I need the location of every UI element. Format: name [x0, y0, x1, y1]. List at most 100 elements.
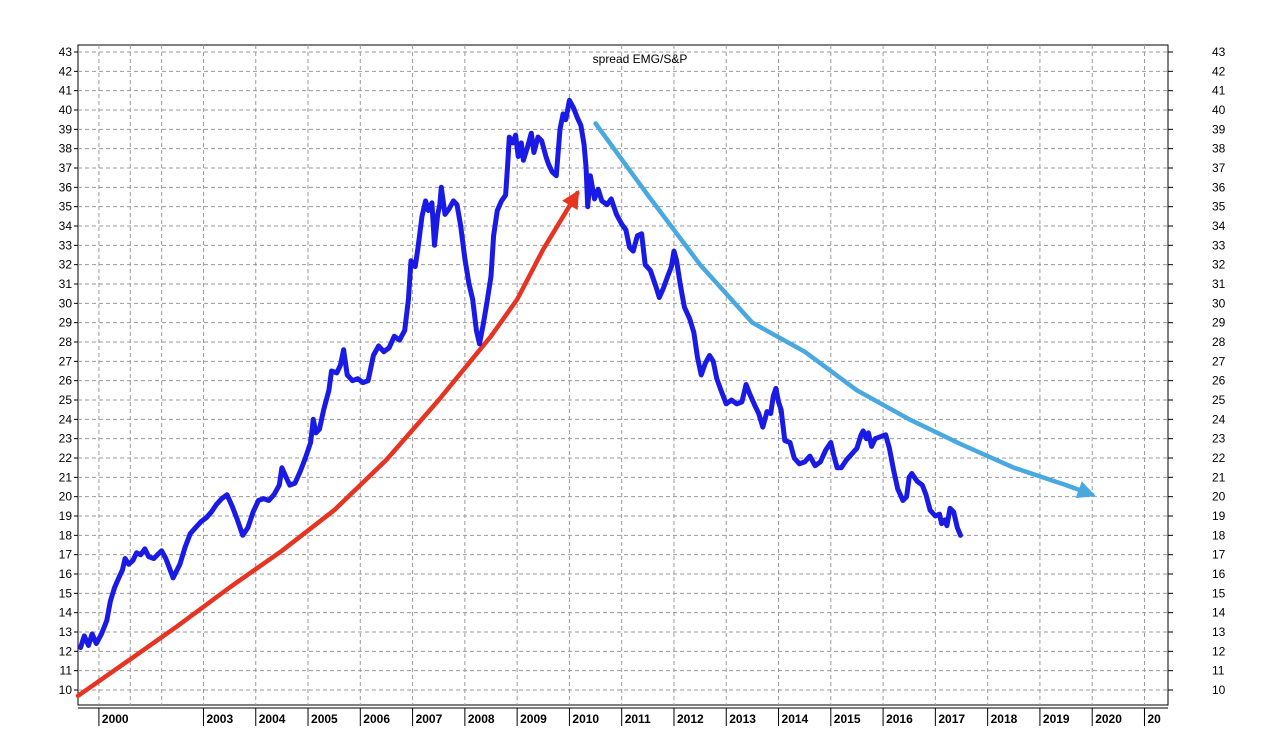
- y-tick-label-left: 28: [59, 335, 73, 349]
- y-tick-label-left: 15: [59, 586, 73, 600]
- y-axis-left: 10 11 12 13 14 15 16 17 18 19 20 21 22 23 24 25 26 27 28 29…: [59, 45, 78, 697]
- y-tick-label-right: 31: [1212, 277, 1226, 291]
- y-tick-label-left: 33: [59, 238, 73, 252]
- x-tick-label: 2016: [886, 712, 913, 726]
- y-tick-label-left: 26: [59, 374, 73, 388]
- y-tick-label-right: 40: [1212, 103, 1226, 117]
- y-tick-label-right: 33: [1212, 238, 1226, 252]
- y-tick-label-right: 38: [1212, 142, 1226, 156]
- y-tick-label-left: 38: [59, 142, 73, 156]
- y-tick-label-left: 32: [59, 258, 73, 272]
- y-tick-label-right: 15: [1212, 586, 1226, 600]
- y-tick-label-left: 40: [59, 103, 73, 117]
- y-tick-label-left: 36: [59, 180, 73, 194]
- y-tick-label-right: 34: [1212, 219, 1226, 233]
- series-layer: [81, 100, 961, 647]
- x-tick-label: 2011: [625, 712, 651, 726]
- y-tick-label-right: 21: [1212, 470, 1226, 484]
- y-tick-label-right: 36: [1212, 180, 1226, 194]
- y-tick-label-right: 24: [1212, 412, 1226, 426]
- x-tick-label: 2004: [259, 712, 286, 726]
- y-tick-label-right: 26: [1212, 374, 1226, 388]
- x-tick-label: 2006: [363, 712, 390, 726]
- y-tick-label-right: 22: [1212, 451, 1226, 465]
- x-tick-label: 2017: [938, 712, 965, 726]
- plot-frame: [78, 45, 1168, 705]
- y-tick-label-right: 39: [1212, 122, 1226, 136]
- x-tick-label: 2009: [520, 712, 547, 726]
- y-tick-label-left: 34: [59, 219, 73, 233]
- y-tick-label-right: 43: [1212, 45, 1226, 59]
- y-tick-label-left: 10: [59, 683, 73, 697]
- y-tick-label-left: 27: [59, 354, 73, 368]
- x-tick-label: 2012: [677, 712, 704, 726]
- y-tick-label-right: 16: [1212, 567, 1226, 581]
- trend-arrow-up: [78, 193, 577, 696]
- y-tick-label-left: 20: [59, 490, 73, 504]
- x-axis: 2000 2003 2004 2005 2006 2007 2008 2009 2010 2011…: [78, 708, 1168, 726]
- y-tick-label-right: 25: [1212, 393, 1226, 407]
- y-tick-label-right: 10: [1212, 683, 1226, 697]
- x-tick-label: 2010: [572, 712, 599, 726]
- y-tick-label-right: 11: [1212, 664, 1225, 678]
- annotation-layer: [78, 124, 1092, 696]
- x-tick-label: 2005: [311, 712, 338, 726]
- y-tick-label-left: 24: [59, 412, 73, 426]
- y-tick-label-left: 35: [59, 200, 73, 214]
- y-tick-label-left: 19: [59, 509, 73, 523]
- y-tick-label-left: 43: [59, 45, 73, 59]
- y-tick-label-left: 29: [59, 316, 73, 330]
- x-tick-label: 2018: [991, 712, 1018, 726]
- y-tick-label-right: 29: [1212, 316, 1226, 330]
- x-tick-label: 2014: [782, 712, 809, 726]
- y-tick-label-left: 13: [59, 625, 73, 639]
- y-axis-right: 10 11 12 13 14 15 16 17 18 19 20 21 22 23 24 25 26 27 28 29…: [1168, 45, 1226, 697]
- y-tick-label-left: 21: [59, 470, 73, 484]
- x-tick-label: 2000: [102, 712, 129, 726]
- y-tick-label-right: 17: [1212, 548, 1226, 562]
- y-tick-label-right: 41: [1212, 84, 1226, 98]
- y-tick-label-right: 14: [1212, 606, 1226, 620]
- y-tick-label-left: 25: [59, 393, 73, 407]
- chart-title: spread EMG/S&P: [593, 52, 688, 66]
- y-tick-label-right: 13: [1212, 625, 1226, 639]
- series-line: [81, 100, 961, 647]
- x-tick-label: 2013: [729, 712, 756, 726]
- x-tick-label: 2003: [206, 712, 233, 726]
- y-tick-label-left: 22: [59, 451, 73, 465]
- y-tick-label-left: 11: [60, 664, 73, 678]
- y-tick-label-right: 23: [1212, 432, 1226, 446]
- y-tick-label-right: 12: [1212, 644, 1226, 658]
- x-tick-label: 2007: [416, 712, 443, 726]
- y-tick-label-left: 23: [59, 432, 73, 446]
- y-tick-label-right: 42: [1212, 64, 1226, 78]
- y-tick-label-left: 30: [59, 296, 73, 310]
- x-tick-label: 2008: [468, 712, 495, 726]
- y-tick-label-right: 20: [1212, 490, 1226, 504]
- y-tick-label-left: 14: [59, 606, 73, 620]
- y-tick-label-right: 28: [1212, 335, 1226, 349]
- y-tick-label-right: 19: [1212, 509, 1226, 523]
- x-tick-label: 2020: [1095, 712, 1122, 726]
- y-tick-label-right: 30: [1212, 296, 1226, 310]
- y-tick-label-left: 16: [59, 567, 73, 581]
- x-tick-label: 2019: [1043, 712, 1070, 726]
- grid-layer: [78, 45, 1168, 705]
- y-tick-label-right: 35: [1212, 200, 1226, 214]
- y-tick-label-left: 41: [59, 84, 73, 98]
- y-tick-label-left: 39: [59, 122, 73, 136]
- y-tick-label-left: 18: [59, 528, 73, 542]
- y-tick-label-left: 42: [59, 64, 73, 78]
- y-tick-label-left: 17: [59, 548, 73, 562]
- y-tick-label-right: 37: [1212, 161, 1226, 175]
- y-tick-label-right: 32: [1212, 258, 1226, 272]
- y-tick-label-left: 31: [59, 277, 73, 291]
- x-tick-label: 20: [1147, 712, 1161, 726]
- y-tick-label-left: 12: [59, 644, 73, 658]
- y-tick-label-left: 37: [59, 161, 73, 175]
- y-tick-label-right: 27: [1212, 354, 1226, 368]
- y-tick-label-right: 18: [1212, 528, 1226, 542]
- x-tick-label: 2015: [834, 712, 861, 726]
